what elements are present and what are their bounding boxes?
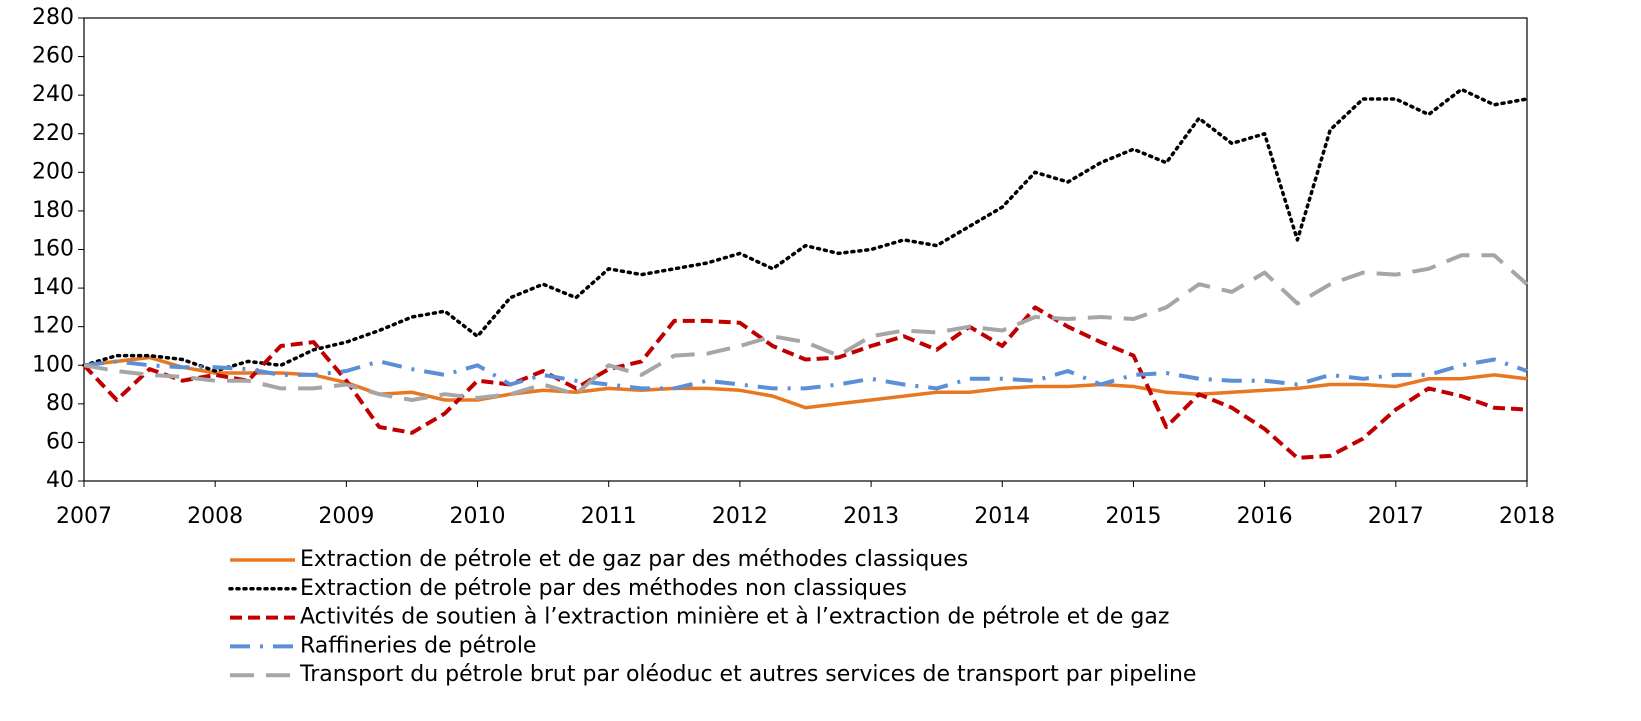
x-tick-label: 2009 — [318, 504, 374, 529]
x-tick-label: 2018 — [1499, 504, 1555, 529]
series-line — [83, 357, 1528, 391]
legend-label: Activités de soutien à l’extraction mini… — [300, 605, 1169, 630]
y-tick-label: 80 — [46, 391, 74, 416]
x-tick-label: 2011 — [581, 504, 637, 529]
legend-label: Raffineries de pétrole — [300, 633, 536, 658]
y-tick-label: 240 — [32, 82, 74, 107]
y-tick-label: 40 — [46, 468, 74, 493]
legend-label: Extraction de pétrole par des méthodes n… — [300, 576, 907, 601]
x-tick-label: 2008 — [187, 504, 243, 529]
x-tick-label: 2010 — [450, 504, 506, 529]
x-tick-label: 2012 — [712, 504, 768, 529]
y-tick-label: 160 — [32, 237, 74, 262]
x-tick-label: 2007 — [56, 504, 112, 529]
x-tick-label: 2017 — [1368, 504, 1424, 529]
y-tick-label: 280 — [32, 5, 74, 30]
x-tick-label: 2014 — [974, 504, 1030, 529]
series-line — [83, 253, 1529, 402]
x-tick-label: 2016 — [1237, 504, 1293, 529]
y-tick-label: 120 — [32, 314, 74, 339]
y-tick-label: 100 — [32, 352, 74, 377]
series-line — [83, 355, 1528, 410]
y-tick-label: 220 — [32, 121, 74, 146]
plot-frame — [83, 17, 1528, 482]
y-tick-label: 200 — [32, 159, 74, 184]
y-tick-label: 60 — [46, 429, 74, 454]
x-tick-label: 2013 — [843, 504, 899, 529]
y-tick-label: 180 — [32, 198, 74, 223]
series-line — [82, 87, 1529, 373]
series-line — [82, 305, 1528, 460]
y-tick-label: 140 — [32, 275, 74, 300]
x-tick-label: 2015 — [1105, 504, 1161, 529]
y-tick-label: 260 — [32, 44, 74, 69]
legend-label: Transport du pétrole brut par oléoduc et… — [299, 662, 1196, 687]
legend-label: Extraction de pétrole et de gaz par des … — [300, 547, 968, 572]
